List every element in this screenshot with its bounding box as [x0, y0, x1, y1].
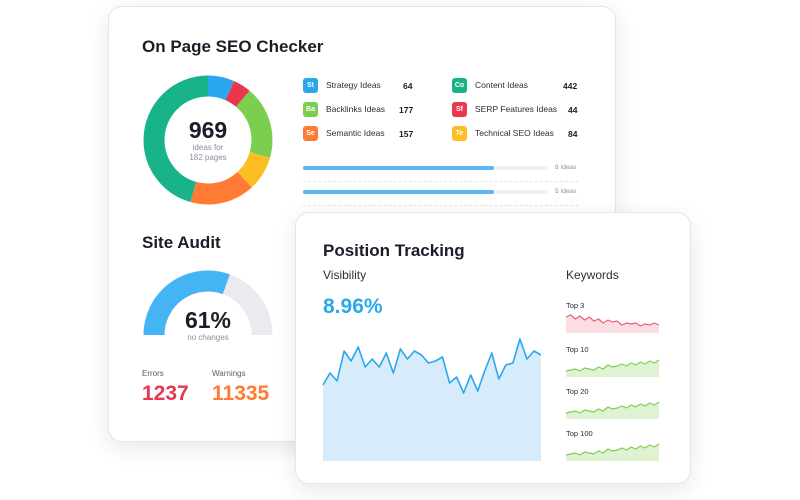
gauge-fill: [143, 270, 230, 336]
legend-value: 84: [568, 129, 578, 139]
visibility-chart: [322, 338, 542, 461]
site-audit-percent: 61%: [184, 307, 232, 333]
ideas-progress-bar-1: [303, 166, 548, 170]
top20-sparkline: [565, 401, 660, 419]
visibility-value: 8.96%: [323, 295, 383, 318]
legend-label: Semantic Ideas: [326, 128, 385, 138]
errors-label: Errors: [142, 369, 164, 378]
warnings-value: 11335: [212, 382, 270, 405]
sparkline-line: [565, 359, 660, 372]
progress-label-2: 5 Ideas: [555, 188, 577, 195]
seo-checker-title: On Page SEO Checker: [142, 37, 324, 56]
legend-value: 64: [403, 81, 413, 91]
legend-item-semantic[interactable]: Se Semantic Ideas: [303, 125, 385, 141]
sparkline-line: [565, 443, 660, 456]
keyword-group-top10-label: Top 10: [566, 345, 589, 354]
legend-value: 157: [399, 129, 414, 139]
sparkline-area: [566, 360, 659, 377]
sparkline-area: [566, 444, 659, 461]
keyword-group-top3-label: Top 3: [566, 301, 585, 310]
total-ideas-caption-2: 182 pages: [189, 153, 227, 162]
divider: [303, 205, 578, 206]
semantic-badge-icon: Se: [303, 125, 318, 141]
gauge-center: 61% no changes: [142, 307, 274, 343]
legend-item-technical-seo[interactable]: Te Technical SEO Ideas: [452, 125, 554, 141]
ideas-donut-chart: [143, 75, 273, 205]
technical-seo-badge-icon: Te: [452, 125, 467, 141]
donut-segment-ba: [143, 75, 273, 205]
legend-item-backlinks[interactable]: Ba Backlinks Ideas: [303, 101, 385, 117]
legend-label: Strategy Ideas: [326, 80, 381, 90]
legend-label: Backlinks Ideas: [326, 104, 386, 114]
divider: [303, 181, 578, 182]
legend-value: 177: [399, 105, 414, 115]
sparkline-line: [565, 314, 660, 327]
progress-label-1: 8 Ideas: [555, 164, 577, 171]
top10-sparkline: [565, 359, 660, 377]
backlinks-badge-icon: Ba: [303, 101, 318, 117]
donut-center: 969 ideas for 182 pages: [142, 117, 274, 163]
ideas-progress-bar-2: [303, 190, 548, 194]
content-badge-icon: Co: [452, 77, 467, 93]
keyword-group-top20-label: Top 20: [566, 387, 589, 396]
strategy-badge-icon: St: [303, 77, 318, 93]
visibility-line: [322, 338, 542, 394]
legend-item-strategy[interactable]: St Strategy Ideas: [303, 77, 381, 93]
sparkline-area: [566, 402, 659, 419]
total-ideas-caption-1: ideas for: [192, 143, 224, 152]
position-tracking-card: Position Tracking Visibility 8.96% Keywo…: [295, 212, 691, 484]
position-tracking-title: Position Tracking: [323, 241, 465, 260]
top100-sparkline: [565, 443, 660, 461]
errors-value: 1237: [142, 382, 189, 405]
keywords-label: Keywords: [566, 268, 619, 282]
site-audit-title: Site Audit: [142, 233, 221, 252]
warnings-label: Warnings: [212, 369, 246, 378]
visibility-area: [323, 339, 541, 461]
donut-segment-co: [143, 75, 273, 205]
progress-fill: [303, 166, 495, 170]
legend-item-content[interactable]: Co Content Ideas: [452, 77, 528, 93]
progress-fill: [303, 190, 495, 194]
legend-value: 44: [568, 105, 578, 115]
total-ideas-value: 969: [188, 117, 228, 143]
legend-label: Content Ideas: [475, 80, 528, 90]
donut-segment-se: [143, 75, 273, 205]
serp-features-badge-icon: Sf: [452, 101, 467, 117]
keyword-group-top100-label: Top 100: [566, 429, 593, 438]
legend-value: 442: [563, 81, 578, 91]
sparkline-area: [566, 315, 659, 333]
legend-label: Technical SEO Ideas: [475, 128, 554, 138]
sparkline-line: [565, 401, 660, 414]
visibility-label: Visibility: [323, 268, 367, 282]
site-audit-gauge: [143, 270, 273, 336]
legend-label: SERP Features Ideas: [475, 104, 558, 114]
site-audit-status: no changes: [187, 333, 229, 342]
legend-item-serp-features[interactable]: Sf SERP Features Ideas: [452, 101, 557, 117]
top3-sparkline: [565, 314, 660, 333]
